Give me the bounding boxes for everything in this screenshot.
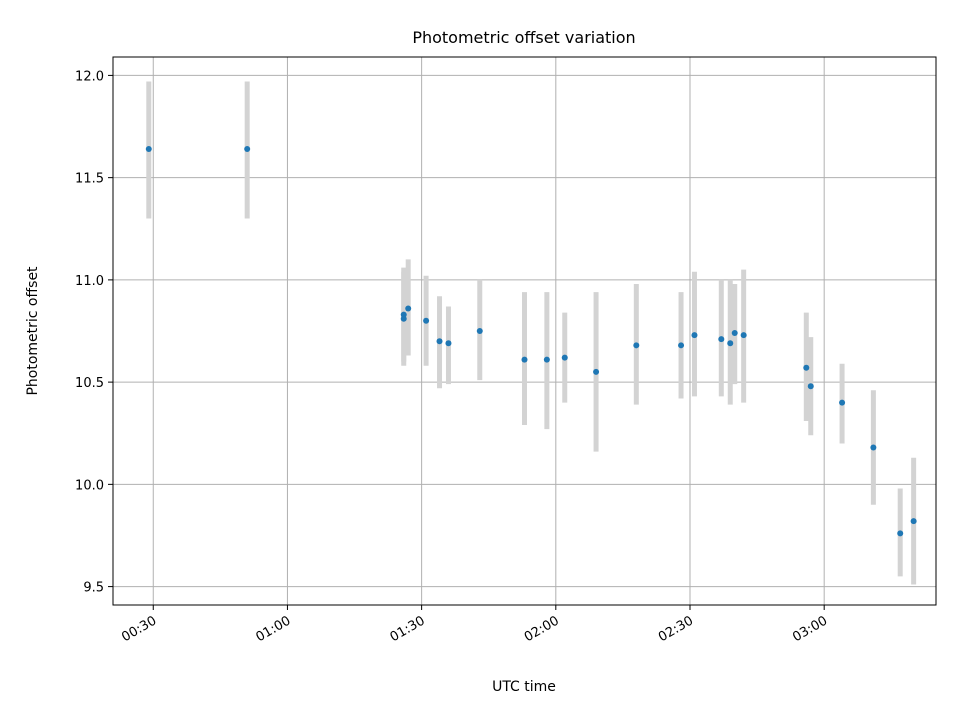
data-point xyxy=(718,336,725,343)
data-point xyxy=(423,317,430,324)
data-point xyxy=(839,399,846,406)
data-point xyxy=(543,356,550,363)
data-points xyxy=(145,146,917,537)
x-axis-ticks: 00:30 01:00 01:30 02:00 02:30 03:00 xyxy=(119,605,830,645)
data-point xyxy=(145,146,152,153)
y-tick-label: 12.0 xyxy=(75,69,104,84)
data-point xyxy=(445,340,452,347)
data-point xyxy=(807,383,814,390)
x-tick-label: 02:30 xyxy=(656,613,696,645)
data-point xyxy=(633,342,640,349)
y-tick-label: 11.0 xyxy=(75,274,104,289)
chart-title: Photometric offset variation xyxy=(412,28,635,47)
data-point xyxy=(731,330,738,337)
data-point xyxy=(593,368,600,375)
data-point xyxy=(436,338,443,345)
x-axis-label: UTC time xyxy=(492,679,556,695)
y-tick-label: 9.5 xyxy=(83,581,104,596)
y-axis-ticks: 9.5 10.0 10.5 11.0 11.5 12.0 xyxy=(75,69,113,596)
x-tick-label: 00:30 xyxy=(119,613,159,645)
data-point xyxy=(561,354,568,361)
y-tick-label: 11.5 xyxy=(75,172,104,187)
data-point xyxy=(870,444,877,451)
y-tick-label: 10.0 xyxy=(75,478,104,493)
x-tick-label: 03:00 xyxy=(790,613,830,645)
data-point xyxy=(476,328,483,334)
y-axis-label: Photometric offset xyxy=(25,266,41,396)
data-point xyxy=(897,530,904,537)
data-point xyxy=(400,315,407,322)
data-point xyxy=(727,340,734,347)
data-point xyxy=(244,146,251,153)
error-bars xyxy=(146,81,917,585)
data-point xyxy=(521,356,528,363)
data-point xyxy=(740,332,747,339)
data-point xyxy=(691,332,698,339)
data-point xyxy=(678,342,685,349)
data-point xyxy=(803,364,810,371)
x-tick-label: 01:00 xyxy=(253,613,293,645)
data-point xyxy=(405,305,412,312)
data-point xyxy=(910,518,917,525)
plot-frame xyxy=(112,56,937,606)
x-tick-label: 02:00 xyxy=(522,613,562,645)
x-tick-label: 01:30 xyxy=(388,613,428,645)
y-tick-label: 10.5 xyxy=(75,376,104,391)
